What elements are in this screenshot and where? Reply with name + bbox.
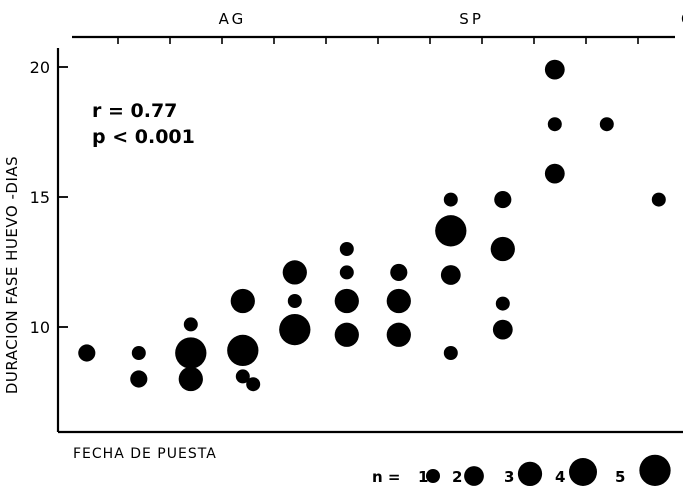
x-axis-label: FECHA DE PUESTA xyxy=(73,446,217,462)
data-point xyxy=(544,59,565,80)
data-point xyxy=(490,236,515,262)
size-legend-marker xyxy=(464,466,484,486)
data-point xyxy=(443,192,458,207)
data-point xyxy=(339,242,354,256)
data-point xyxy=(130,370,148,388)
data-points xyxy=(78,59,666,392)
size-legend-label: 5 xyxy=(615,468,625,486)
data-point xyxy=(440,265,461,285)
month-label: AG xyxy=(219,10,247,28)
month-label: SP xyxy=(459,10,484,28)
data-point xyxy=(334,322,359,347)
size-legend-marker xyxy=(517,461,543,486)
data-point xyxy=(492,319,513,340)
data-point xyxy=(494,191,512,209)
data-point xyxy=(78,344,96,362)
data-point xyxy=(287,294,302,308)
size-legend-marker xyxy=(569,458,597,486)
size-legend-marker xyxy=(639,454,671,487)
data-point xyxy=(495,296,510,311)
size-legend-marker xyxy=(426,469,440,483)
correlation-annotation: r = 0.77 xyxy=(92,100,177,122)
data-point xyxy=(386,288,411,314)
data-point xyxy=(435,215,467,247)
size-legend-prefix: n = xyxy=(372,468,400,486)
y-axis-label: DURACION FASE HUEVO -DIAS xyxy=(3,156,21,394)
data-point xyxy=(390,263,408,281)
data-point xyxy=(183,317,198,332)
y-tick-label: 20 xyxy=(30,58,50,77)
size-legend-label: 4 xyxy=(555,468,565,486)
month-label: OC xyxy=(681,10,683,28)
data-point xyxy=(334,288,359,314)
y-axis-tick-labels: 10 15 20 xyxy=(30,58,50,337)
y-tick-label: 10 xyxy=(30,318,50,337)
size-legend-label: 1 xyxy=(418,468,428,486)
data-point xyxy=(131,346,146,360)
p-value-annotation: p < 0.001 xyxy=(92,126,195,148)
data-point xyxy=(246,377,261,392)
data-point xyxy=(386,322,411,347)
data-point xyxy=(227,334,259,367)
y-tick-label: 15 xyxy=(30,188,50,207)
size-legend-label: 2 xyxy=(452,468,462,486)
data-point xyxy=(230,288,255,314)
data-point xyxy=(443,346,458,360)
data-point xyxy=(178,366,203,392)
data-point xyxy=(651,192,666,207)
data-point xyxy=(175,337,207,369)
data-point xyxy=(547,117,562,132)
size-legend-label: 3 xyxy=(504,468,514,486)
data-point xyxy=(282,260,307,285)
top-axis-ticks xyxy=(117,37,639,44)
size-legend: n = 1 2 3 4 5 xyxy=(372,454,671,487)
data-point xyxy=(279,313,311,346)
data-point xyxy=(339,265,354,280)
y-axis-ticks xyxy=(58,66,68,328)
data-point xyxy=(235,369,250,384)
data-point xyxy=(544,163,565,184)
data-point xyxy=(599,117,614,132)
top-axis-labels: AG SP OC xyxy=(219,10,683,28)
